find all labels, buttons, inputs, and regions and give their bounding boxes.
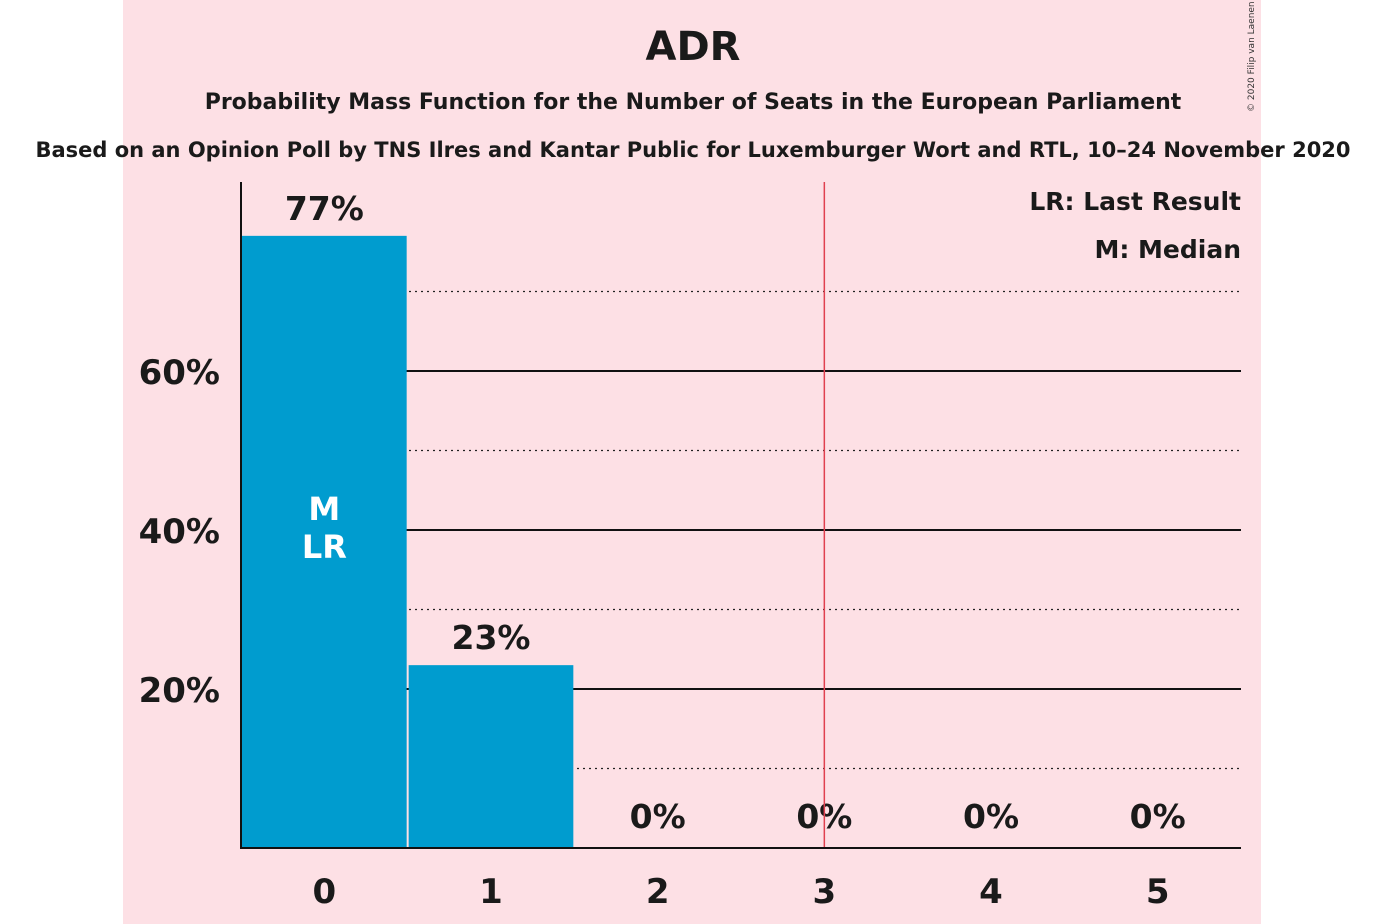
x-tick-label: 5 [1146, 872, 1170, 912]
legend-entry: LR: Last Result [1029, 187, 1241, 216]
legend-entry: M: Median [1094, 235, 1241, 264]
y-tick-label: 60% [139, 353, 220, 393]
bar-value-label: 0% [1130, 797, 1186, 836]
x-tick-label: 4 [979, 872, 1003, 912]
x-tick-label: 3 [812, 872, 836, 912]
bar-value-label: 0% [630, 797, 686, 836]
bar [242, 235, 407, 849]
bar-value-label: 23% [452, 618, 531, 657]
x-tick-label: 2 [646, 872, 670, 912]
bar-value-label: 0% [963, 797, 1019, 836]
x-tick-label: 1 [479, 872, 503, 912]
bar [408, 665, 574, 848]
bar-annotation-label: M [308, 490, 340, 528]
y-tick-label: 20% [139, 671, 220, 711]
chart-subtitle: Probability Mass Function for the Number… [204, 90, 1182, 115]
chart-source: Based on an Opinion Poll by TNS Ilres an… [35, 138, 1351, 162]
y-tick-label: 40% [139, 512, 220, 552]
x-tick-label: 0 [312, 872, 336, 912]
chart-title: ADR [645, 24, 741, 70]
bar-value-label: 77% [285, 189, 364, 228]
bar-annotation-label: LR [302, 528, 347, 566]
